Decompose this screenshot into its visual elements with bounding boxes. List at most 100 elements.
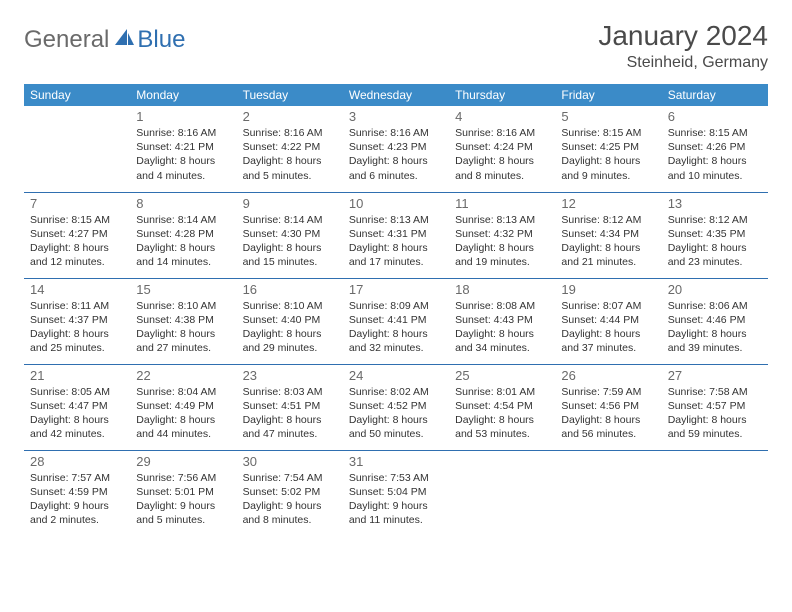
day-number: 30 — [243, 454, 337, 469]
day-number: 18 — [455, 282, 549, 297]
day-number: 9 — [243, 196, 337, 211]
day-number: 20 — [668, 282, 762, 297]
page-title: January 2024 — [598, 20, 768, 52]
day-info: Sunrise: 8:12 AMSunset: 4:35 PMDaylight:… — [668, 213, 762, 270]
day-number: 26 — [561, 368, 655, 383]
calendar-day-cell: 22Sunrise: 8:04 AMSunset: 4:49 PMDayligh… — [130, 364, 236, 450]
calendar-body: 1 Sunrise: 8:16 AMSunset: 4:21 PMDaylight… — [24, 106, 768, 536]
day-number: 13 — [668, 196, 762, 211]
day-number: 25 — [455, 368, 549, 383]
day-info: Sunrise: 8:07 AMSunset: 4:44 PMDaylight:… — [561, 299, 655, 356]
day-info: Sunrise: 7:59 AMSunset: 4:56 PMDaylight:… — [561, 385, 655, 442]
day-number: 6 — [668, 109, 762, 124]
day-number: 24 — [349, 368, 443, 383]
calendar-day-cell: 26 Sunrise: 7:59 AMSunset: 4:56 PMDayligh… — [555, 364, 661, 450]
day-number: 4 — [455, 109, 549, 124]
calendar-week-row: 1 Sunrise: 8:16 AMSunset: 4:21 PMDaylight… — [24, 106, 768, 192]
day-number: 2 — [243, 109, 337, 124]
day-number: 16 — [243, 282, 337, 297]
calendar-day-cell: 1 Sunrise: 8:16 AMSunset: 4:21 PMDaylight… — [130, 106, 236, 192]
weekday-header: Tuesday — [237, 84, 343, 106]
calendar-day-cell: 5Sunrise: 8:15 AMSunset: 4:25 PMDaylight… — [555, 106, 661, 192]
calendar-day-cell: 29 Sunrise: 7:56 AMSunset: 5:01 PMDayligh… — [130, 450, 236, 536]
calendar-day-cell: 17Sunrise: 8:09 AMSunset: 4:41 PMDayligh… — [343, 278, 449, 364]
logo-text-blue: Blue — [137, 26, 185, 54]
day-info: Sunrise: 8:05 AMSunset: 4:47 PMDaylight:… — [30, 385, 124, 442]
day-info: Sunrise: 7:54 AMSunset: 5:02 PMDaylight:… — [243, 471, 337, 528]
calendar-day-cell: 6Sunrise: 8:15 AMSunset: 4:26 PMDaylight… — [662, 106, 768, 192]
day-number: 22 — [136, 368, 230, 383]
calendar-week-row: 21 Sunrise: 8:05 AMSunset: 4:47 PMDayligh… — [24, 364, 768, 450]
day-info: Sunrise: 7:56 AMSunset: 5:01 PMDaylight:… — [136, 471, 230, 528]
calendar-day-cell: 28 Sunrise: 7:57 AMSunset: 4:59 PMDayligh… — [24, 450, 130, 536]
calendar-day-cell — [449, 450, 555, 536]
day-info: Sunrise: 8:12 AMSunset: 4:34 PMDaylight:… — [561, 213, 655, 270]
calendar-day-cell: 21 Sunrise: 8:05 AMSunset: 4:47 PMDayligh… — [24, 364, 130, 450]
title-block: January 2024 Steinheid, Germany — [598, 20, 768, 72]
calendar-day-cell: 3Sunrise: 8:16 AMSunset: 4:23 PMDaylight… — [343, 106, 449, 192]
day-number: 31 — [349, 454, 443, 469]
weekday-header: Wednesday — [343, 84, 449, 106]
day-info: Sunrise: 8:13 AMSunset: 4:31 PMDaylight:… — [349, 213, 443, 270]
location-label: Steinheid, Germany — [598, 54, 768, 72]
day-number: 29 — [136, 454, 230, 469]
day-info: Sunrise: 8:14 AMSunset: 4:30 PMDaylight:… — [243, 213, 337, 270]
day-number: 19 — [561, 282, 655, 297]
calendar-day-cell: 13 Sunrise: 8:12 AMSunset: 4:35 PMDayligh… — [662, 192, 768, 278]
day-info: Sunrise: 8:03 AMSunset: 4:51 PMDaylight:… — [243, 385, 337, 442]
day-info: Sunrise: 8:11 AMSunset: 4:37 PMDaylight:… — [30, 299, 124, 356]
calendar-day-cell: 30 Sunrise: 7:54 AMSunset: 5:02 PMDayligh… — [237, 450, 343, 536]
calendar-day-cell: 7Sunrise: 8:15 AMSunset: 4:27 PMDaylight… — [24, 192, 130, 278]
calendar-day-cell: 18 Sunrise: 8:08 AMSunset: 4:43 PMDayligh… — [449, 278, 555, 364]
day-info: Sunrise: 7:53 AMSunset: 5:04 PMDaylight:… — [349, 471, 443, 528]
day-number: 7 — [30, 196, 124, 211]
calendar-day-cell: 12 Sunrise: 8:12 AMSunset: 4:34 PMDayligh… — [555, 192, 661, 278]
calendar-day-cell: 27Sunrise: 7:58 AMSunset: 4:57 PMDayligh… — [662, 364, 768, 450]
day-number: 14 — [30, 282, 124, 297]
weekday-header: Friday — [555, 84, 661, 106]
day-number: 27 — [668, 368, 762, 383]
day-info: Sunrise: 8:08 AMSunset: 4:43 PMDaylight:… — [455, 299, 549, 356]
day-info: Sunrise: 8:10 AMSunset: 4:38 PMDaylight:… — [136, 299, 230, 356]
calendar-day-cell: 16 Sunrise: 8:10 AMSunset: 4:40 PMDayligh… — [237, 278, 343, 364]
calendar-day-cell: 14 Sunrise: 8:11 AMSunset: 4:37 PMDayligh… — [24, 278, 130, 364]
day-info: Sunrise: 8:10 AMSunset: 4:40 PMDaylight:… — [243, 299, 337, 356]
day-number: 11 — [455, 196, 549, 211]
calendar-week-row: 28 Sunrise: 7:57 AMSunset: 4:59 PMDayligh… — [24, 450, 768, 536]
calendar-week-row: 7Sunrise: 8:15 AMSunset: 4:27 PMDaylight… — [24, 192, 768, 278]
day-number: 8 — [136, 196, 230, 211]
day-number: 1 — [136, 109, 230, 124]
weekday-header-row: Sunday Monday Tuesday Wednesday Thursday… — [24, 84, 768, 106]
calendar-day-cell — [662, 450, 768, 536]
day-info: Sunrise: 8:16 AMSunset: 4:21 PMDaylight:… — [136, 126, 230, 183]
day-info: Sunrise: 8:16 AMSunset: 4:23 PMDaylight:… — [349, 126, 443, 183]
day-number: 15 — [136, 282, 230, 297]
calendar-day-cell: 25Sunrise: 8:01 AMSunset: 4:54 PMDayligh… — [449, 364, 555, 450]
day-info: Sunrise: 8:06 AMSunset: 4:46 PMDaylight:… — [668, 299, 762, 356]
day-number: 10 — [349, 196, 443, 211]
calendar-day-cell — [24, 106, 130, 192]
weekday-header: Saturday — [662, 84, 768, 106]
calendar-day-cell: 19 Sunrise: 8:07 AMSunset: 4:44 PMDayligh… — [555, 278, 661, 364]
day-number: 17 — [349, 282, 443, 297]
day-number: 12 — [561, 196, 655, 211]
day-number: 21 — [30, 368, 124, 383]
calendar-day-cell: 24 Sunrise: 8:02 AMSunset: 4:52 PMDayligh… — [343, 364, 449, 450]
calendar-day-cell: 20 Sunrise: 8:06 AMSunset: 4:46 PMDayligh… — [662, 278, 768, 364]
day-info: Sunrise: 7:57 AMSunset: 4:59 PMDaylight:… — [30, 471, 124, 528]
calendar-day-cell: 10 Sunrise: 8:13 AMSunset: 4:31 PMDayligh… — [343, 192, 449, 278]
calendar-table: Sunday Monday Tuesday Wednesday Thursday… — [24, 84, 768, 536]
calendar-day-cell: 8 Sunrise: 8:14 AMSunset: 4:28 PMDaylight… — [130, 192, 236, 278]
day-info: Sunrise: 8:02 AMSunset: 4:52 PMDaylight:… — [349, 385, 443, 442]
calendar-day-cell: 15 Sunrise: 8:10 AMSunset: 4:38 PMDayligh… — [130, 278, 236, 364]
calendar-day-cell: 4Sunrise: 8:16 AMSunset: 4:24 PMDaylight… — [449, 106, 555, 192]
day-number: 28 — [30, 454, 124, 469]
day-info: Sunrise: 8:15 AMSunset: 4:25 PMDaylight:… — [561, 126, 655, 183]
header: General Blue January 2024 Steinheid, Ger… — [24, 20, 768, 72]
calendar-week-row: 14 Sunrise: 8:11 AMSunset: 4:37 PMDayligh… — [24, 278, 768, 364]
calendar-day-cell — [555, 450, 661, 536]
day-info: Sunrise: 8:14 AMSunset: 4:28 PMDaylight:… — [136, 213, 230, 270]
weekday-header: Monday — [130, 84, 236, 106]
day-info: Sunrise: 8:13 AMSunset: 4:32 PMDaylight:… — [455, 213, 549, 270]
calendar-day-cell: 23Sunrise: 8:03 AMSunset: 4:51 PMDayligh… — [237, 364, 343, 450]
